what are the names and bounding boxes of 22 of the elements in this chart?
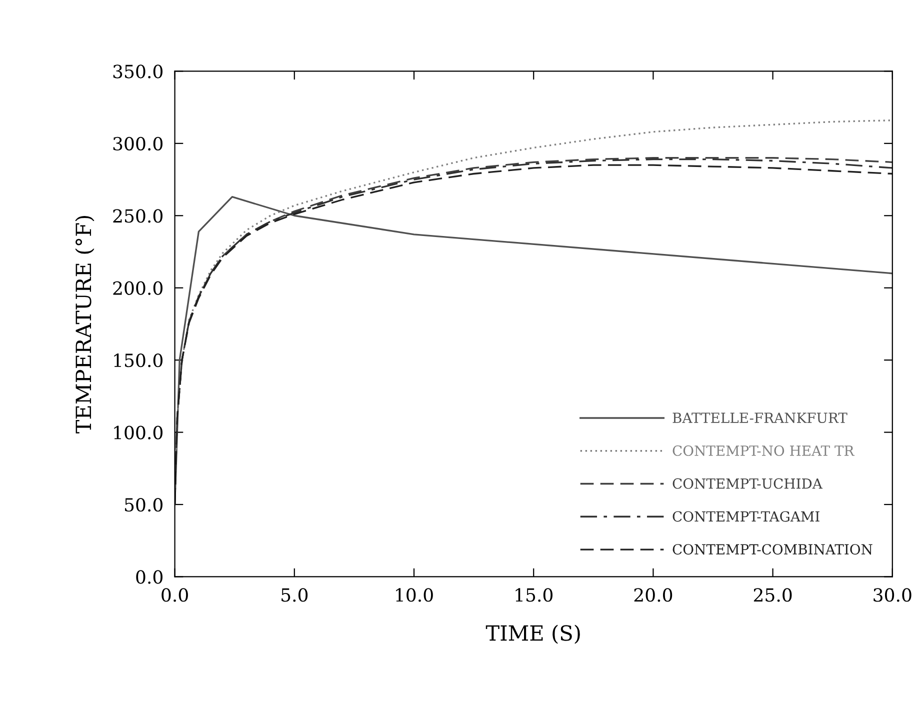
y-tick-label: 0.0: [136, 570, 162, 584]
text: CONTEMPT-NO HEAT TR: [672, 445, 855, 456]
y-tick-label: 100.0: [114, 426, 162, 440]
x-tick-label: 20.0: [634, 588, 672, 602]
y-tick-label: 200.0: [113, 281, 162, 295]
text: CONTEMPT-COMBINATION: [672, 544, 872, 555]
x-axis-title: TIME (S): [486, 624, 580, 644]
x-tick-label: 0.0: [162, 588, 188, 602]
text: CONTEMPT-UCHIDA: [672, 478, 823, 489]
y-axis-title: TEMPERATURE (°F): [75, 216, 94, 434]
x-tick-label: 25.0: [754, 588, 792, 602]
y-tick-label: 300.0: [113, 136, 162, 151]
x-tick-label: 30.0: [874, 588, 912, 602]
text: BATTELLE-FRANKFURT: [672, 412, 848, 424]
y-tick-label: 150.0: [114, 354, 162, 368]
y-tick-label: 250.0: [113, 209, 162, 223]
x-tick-label: 5.0: [282, 588, 308, 602]
text: CONTEMPT-TAGAMI: [672, 511, 820, 522]
x-tick-label: 15.0: [516, 588, 552, 602]
y-tick-label: 350.0: [113, 64, 162, 78]
x-tick-label: 10.0: [396, 588, 433, 602]
y-tick-label: 50.0: [125, 498, 162, 512]
